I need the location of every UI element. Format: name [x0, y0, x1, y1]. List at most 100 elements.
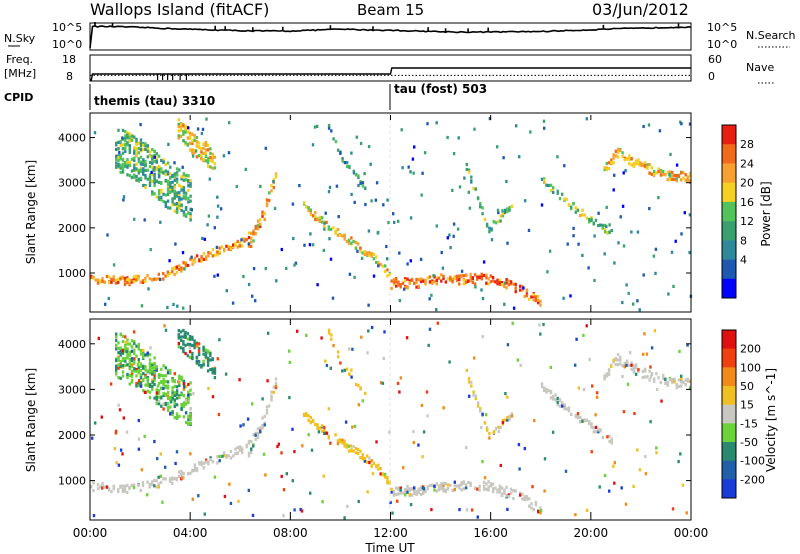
power-cell	[386, 274, 389, 278]
velocity-cell	[142, 352, 145, 356]
power-cell	[124, 137, 127, 141]
power-cell	[449, 278, 452, 282]
power-speckle	[608, 223, 611, 227]
velocity-cell	[467, 380, 471, 384]
velocity-speckle	[575, 337, 578, 341]
velocity-cell	[135, 344, 138, 348]
power-cell	[435, 282, 438, 286]
power-speckle	[613, 173, 616, 177]
velocity-cell	[673, 377, 676, 381]
velocity-cell	[336, 439, 340, 443]
power-speckle	[206, 223, 209, 227]
velocity-cell	[137, 347, 140, 351]
power-cell	[650, 172, 654, 176]
velocity-cell	[424, 489, 427, 494]
velocity-cell	[435, 482, 438, 486]
power-cell	[151, 190, 154, 194]
power-cell	[479, 204, 482, 208]
velocity-cell	[302, 413, 306, 418]
velocity-cell	[153, 396, 156, 400]
velocity-cell	[488, 436, 491, 440]
power-cell	[444, 280, 447, 284]
velocity-cell	[209, 353, 212, 358]
velocity-speckle	[229, 501, 233, 505]
power-cell	[171, 174, 174, 179]
velocity-cell	[189, 421, 192, 425]
velocity-cell	[182, 415, 186, 419]
power-cell	[236, 245, 239, 249]
power-cell	[470, 175, 473, 179]
velocity-speckle	[136, 363, 140, 367]
power-cell	[164, 204, 167, 208]
velocity-cell	[133, 369, 136, 373]
power-speckle	[107, 296, 110, 301]
velocity-speckle	[183, 332, 186, 336]
power-cell	[99, 279, 102, 283]
power-cell	[133, 163, 136, 167]
power-cell	[213, 166, 217, 170]
power-cell	[182, 124, 185, 128]
power-cell	[334, 231, 337, 235]
velocity-cell	[637, 368, 640, 372]
power-cell	[193, 256, 197, 260]
velocity-cell	[189, 392, 192, 397]
power-cell	[202, 252, 206, 256]
power-cell	[128, 144, 131, 148]
velocity-cell	[189, 417, 192, 421]
power-cell	[133, 146, 136, 150]
velocity-cell	[173, 372, 176, 376]
power-cell	[327, 124, 331, 128]
power-cell	[442, 274, 445, 278]
velocity-cell	[148, 361, 152, 366]
velocity-cell	[390, 490, 393, 494]
velocity-cell	[117, 363, 120, 367]
velocity-cell	[160, 367, 163, 371]
velocity-cell	[195, 469, 199, 473]
velocity-cell	[498, 484, 502, 488]
power-speckle	[632, 302, 635, 306]
power-cell	[151, 165, 154, 169]
velocity-cell	[213, 371, 217, 375]
power-cell	[209, 251, 212, 255]
velocity-cell	[211, 357, 214, 361]
velocity-cell	[274, 386, 278, 390]
power-cell	[177, 264, 181, 268]
velocity-cell	[197, 347, 201, 351]
velocity-cell	[175, 415, 179, 419]
velocity-cell	[141, 481, 145, 485]
velocity-speckle	[293, 450, 296, 454]
velocity-cell	[202, 345, 205, 349]
velocity-speckle	[476, 515, 479, 519]
velocity-speckle	[159, 474, 162, 478]
nave-tick-top: 60	[708, 53, 722, 66]
velocity-cell	[272, 390, 275, 394]
power-colorbar-swatch	[722, 240, 736, 260]
power-cell	[184, 125, 187, 129]
velocity-speckle	[622, 410, 626, 414]
power-cell	[628, 162, 631, 166]
power-speckle	[143, 218, 146, 222]
velocity-cell	[153, 356, 156, 360]
power-cell	[139, 138, 143, 142]
power-cell	[191, 149, 194, 153]
power-speckle	[619, 215, 622, 219]
power-cell	[146, 149, 149, 153]
power-cell	[182, 191, 186, 195]
velocity-cell	[662, 373, 665, 378]
velocity-cell	[186, 354, 190, 358]
velocity-cell	[162, 381, 165, 385]
velocity-cell	[623, 365, 626, 369]
power-cell	[453, 276, 456, 280]
velocity-cell	[189, 381, 192, 385]
power-speckle	[458, 185, 462, 189]
velocity-cell	[153, 366, 156, 370]
velocity-speckle	[399, 376, 402, 380]
velocity-speckle	[151, 387, 154, 391]
power-cell	[169, 185, 172, 189]
power-cell	[162, 158, 165, 162]
power-speckle	[222, 154, 226, 158]
velocity-speckle	[307, 433, 310, 437]
power-speckle	[213, 274, 216, 278]
power-cell	[543, 177, 546, 181]
